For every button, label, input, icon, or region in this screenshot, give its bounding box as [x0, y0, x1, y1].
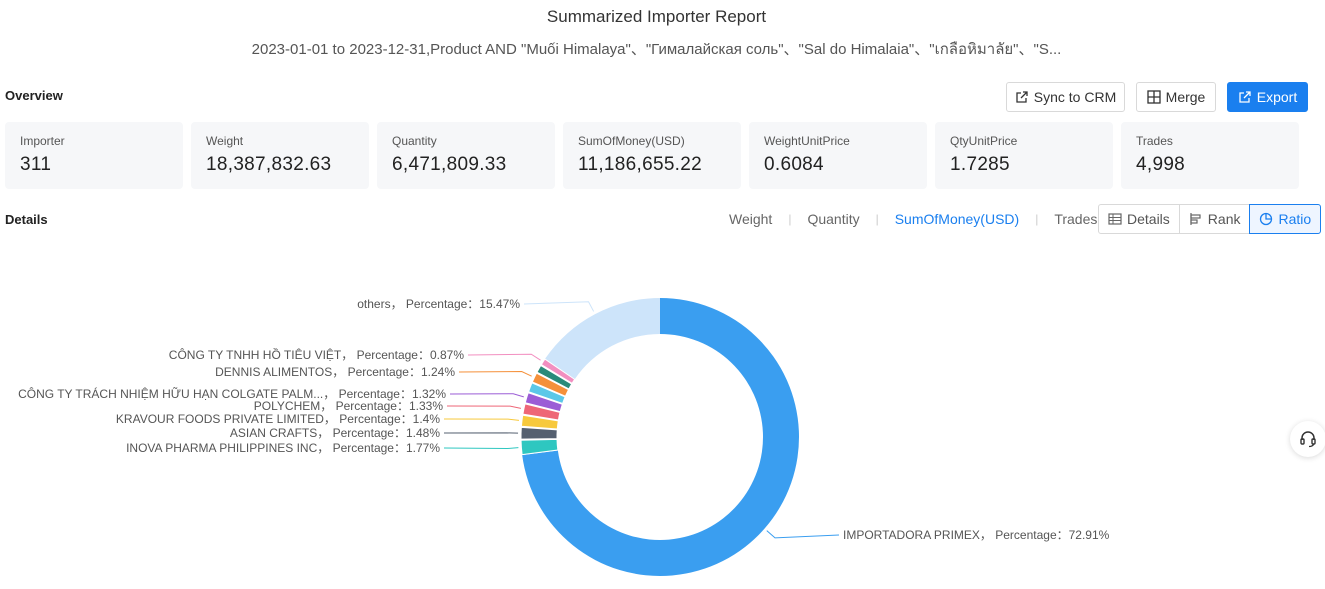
tab-divider: | — [875, 212, 879, 226]
tab-divider: | — [788, 212, 792, 226]
slice-label: IMPORTADORA PRIMEX， Percentage：72.91% — [843, 528, 1110, 542]
metric-tabs: Weight | Quantity | SumOfMoney(USD) | Tr… — [729, 211, 1097, 227]
report-subtitle: 2023-01-01 to 2023-12-31,Product AND "Mu… — [251, 41, 1062, 58]
export-button[interactable]: Export — [1227, 82, 1308, 112]
overview-heading: Overview — [5, 88, 63, 103]
report-title: Summarized Importer Report — [546, 7, 767, 26]
sync-button-label: Sync to CRM — [1033, 89, 1117, 105]
stat-label: Trades — [1136, 134, 1173, 148]
table-icon — [1108, 213, 1122, 225]
tab-divider: | — [1035, 212, 1039, 226]
export-button-label: Export — [1256, 89, 1298, 105]
tab-quantity[interactable]: Quantity — [807, 211, 860, 227]
stat-label: Importer — [20, 134, 65, 148]
donut-slice[interactable] — [531, 372, 570, 397]
label-leader-line — [766, 530, 840, 539]
stat-value: 6,471,809.33 — [392, 154, 507, 175]
stat-label: Quantity — [392, 134, 437, 148]
sync-icon — [1016, 91, 1028, 103]
stat-label: SumOfMoney(USD) — [578, 134, 685, 148]
label-leader-line — [449, 393, 524, 398]
label-leader-line — [446, 405, 522, 409]
view-details-button[interactable]: Details — [1098, 204, 1180, 234]
merge-icon — [1147, 90, 1161, 104]
donut-slice[interactable] — [540, 358, 576, 385]
bar-rank-icon — [1190, 213, 1201, 225]
support-button[interactable] — [1290, 421, 1325, 457]
headset-icon — [1300, 431, 1316, 448]
stat-value: 1.7285 — [950, 154, 1010, 175]
stat-value: 11,186,655.22 — [578, 154, 702, 175]
view-switcher: Details Rank Ratio — [1098, 204, 1322, 234]
sync-to-crm-button[interactable]: Sync to CRM — [1006, 82, 1125, 112]
slice-label: others， Percentage：15.47% — [357, 297, 520, 311]
stat-label: QtyUnitPrice — [950, 134, 1018, 148]
stat-card-importer: Importer 311 — [5, 122, 183, 189]
donut-slice[interactable] — [520, 426, 558, 440]
details-heading: Details — [5, 212, 48, 227]
label-leader-line — [443, 418, 520, 421]
slice-label: POLYCHEM， Percentage：1.33% — [254, 399, 444, 413]
donut-slice[interactable] — [522, 403, 561, 421]
stat-value: 18,387,832.63 — [206, 154, 332, 175]
view-label: Details — [1127, 211, 1170, 227]
stat-card-quantity: Quantity 6,471,809.33 — [377, 122, 555, 189]
view-label: Rank — [1207, 211, 1241, 227]
donut-slice[interactable] — [545, 298, 660, 379]
label-leader-line — [467, 353, 541, 361]
slice-label: CÔNG TY TRÁCH NHIỆM HỮU HẠN COLGATE PALM… — [18, 386, 446, 401]
donut-slice[interactable] — [520, 414, 559, 430]
slice-label: DENNIS ALIMENTOS， Percentage：1.24% — [215, 365, 455, 379]
tab-sum-of-money[interactable]: SumOfMoney(USD) — [894, 211, 1020, 227]
ratio-donut-chart: IMPORTADORA PRIMEX， Percentage：72.91% INO… — [18, 297, 1110, 576]
stat-label: WeightUnitPrice — [764, 134, 850, 148]
donut-slice[interactable] — [527, 382, 566, 405]
tab-weight[interactable]: Weight — [729, 211, 773, 227]
merge-button-label: Merge — [1165, 89, 1206, 105]
slice-label: ASIAN CRAFTS， Percentage：1.48% — [230, 426, 440, 440]
slice-label: INOVA PHARMA PHILIPPINES INC， Percentage… — [126, 441, 440, 455]
stat-card-trades: Trades 4,998 — [1121, 122, 1299, 189]
merge-button[interactable]: Merge — [1136, 82, 1216, 112]
donut-slice[interactable] — [536, 364, 573, 390]
label-leader-line — [458, 371, 532, 377]
export-icon — [1239, 91, 1251, 103]
label-leader-line — [523, 301, 595, 312]
donut-slice[interactable] — [520, 438, 559, 456]
view-ratio-button[interactable]: Ratio — [1249, 204, 1322, 234]
label-leader-line — [443, 447, 519, 450]
stat-card-weight-unit-price: WeightUnitPrice 0.6084 — [749, 122, 927, 189]
stat-value: 0.6084 — [764, 154, 824, 175]
view-rank-button[interactable]: Rank — [1178, 204, 1251, 234]
slice-label: CÔNG TY TNHH HỒ TIÊU VIỆT， Percentage：0.… — [169, 347, 465, 362]
tab-trades[interactable]: Trades — [1054, 211, 1098, 227]
stat-value: 4,998 — [1136, 154, 1186, 175]
pie-icon — [1260, 212, 1273, 226]
view-label: Ratio — [1278, 211, 1312, 227]
stat-label: Weight — [206, 134, 244, 148]
stat-card-qty-unit-price: QtyUnitPrice 1.7285 — [935, 122, 1113, 189]
stat-card-sum-of-money: SumOfMoney(USD) 11,186,655.22 — [563, 122, 741, 189]
stat-card-weight: Weight 18,387,832.63 — [191, 122, 369, 189]
slice-label: KRAVOUR FOODS PRIVATE LIMITED， Percentag… — [116, 412, 440, 426]
donut-slice[interactable] — [524, 392, 563, 413]
stat-value: 311 — [20, 154, 52, 175]
